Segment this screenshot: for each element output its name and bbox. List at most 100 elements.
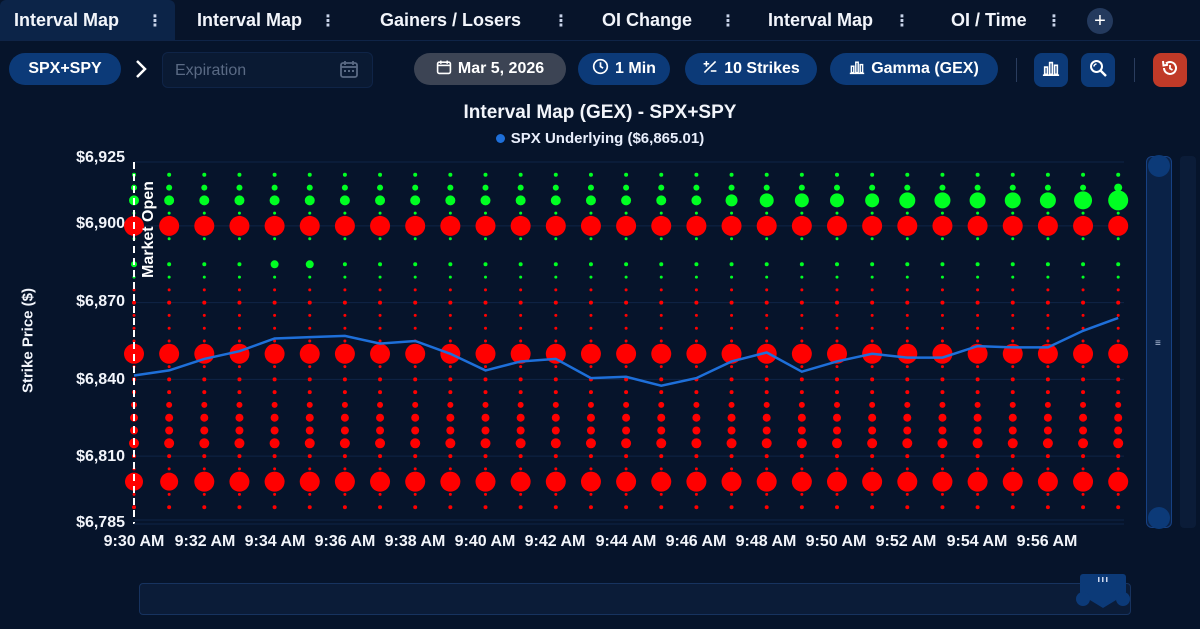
- legend-marker: [495, 134, 505, 143]
- vertical-dots-icon[interactable]: ⋮: [1046, 13, 1062, 30]
- gex-bubble: [448, 505, 453, 510]
- gex-bubble: [554, 365, 558, 369]
- range-top-handle[interactable]: [1148, 155, 1170, 177]
- gex-bubble: [518, 300, 523, 305]
- gex-bubble: [624, 313, 628, 317]
- vertical-dots-icon[interactable]: ⋮: [894, 13, 910, 30]
- gex-bubble: [132, 492, 136, 496]
- gex-bubble: [237, 300, 242, 305]
- gex-bubble: [1044, 184, 1051, 191]
- grip-icon[interactable]: ≡: [1155, 338, 1161, 349]
- metric-selector[interactable]: Gamma (GEX): [830, 53, 998, 85]
- gex-bubble: [1081, 467, 1085, 471]
- expiration-input[interactable]: [173, 59, 337, 83]
- gex-bubble: [342, 390, 347, 395]
- gex-bubble: [1046, 467, 1050, 471]
- gex-bubble: [827, 215, 847, 236]
- interval-selector[interactable]: 1 Min: [578, 53, 670, 85]
- gex-bubble: [413, 454, 418, 459]
- gex-bubble: [764, 390, 769, 395]
- gex-bubble: [1010, 262, 1015, 267]
- gex-bubble: [237, 454, 242, 459]
- gex-bubble: [307, 377, 312, 382]
- gex-bubble: [308, 275, 312, 279]
- gex-bubble: [800, 237, 804, 241]
- gex-bubble: [622, 413, 631, 422]
- gex-bubble: [938, 426, 947, 435]
- gex-bubble: [905, 172, 910, 177]
- tab-interval-map-1[interactable]: Interval Map ⋮: [0, 0, 175, 40]
- vertical-dots-icon[interactable]: ⋮: [553, 13, 569, 30]
- gex-bubble: [1044, 401, 1051, 408]
- gex-bubble: [272, 390, 277, 395]
- range-bottom-handle[interactable]: [1148, 507, 1170, 529]
- gex-bubble: [765, 313, 769, 317]
- gex-bubble: [378, 454, 383, 459]
- vertical-scrollbar[interactable]: [1180, 156, 1196, 528]
- tab-oi-change[interactable]: OI Change ⋮: [588, 0, 748, 40]
- gex-bubble: [586, 413, 595, 422]
- gex-bubble: [229, 471, 250, 492]
- gex-bubble: [519, 365, 523, 369]
- tab-oi-time[interactable]: OI / Time ⋮: [937, 0, 1074, 40]
- gex-bubble: [905, 454, 910, 459]
- gex-bubble: [833, 426, 841, 435]
- tab-interval-map-2[interactable]: Interval Map ⋮: [183, 0, 348, 40]
- chart-type-button[interactable]: [1034, 53, 1068, 87]
- gex-bubble: [976, 467, 980, 471]
- gex-bubble: [659, 313, 663, 317]
- gex-bubble: [484, 467, 487, 471]
- gex-bubble: [932, 471, 953, 492]
- gex-bubble: [376, 426, 385, 435]
- gex-bubble: [445, 438, 456, 449]
- gex-bubble: [940, 339, 944, 343]
- time-range-scrollbar[interactable]: [139, 574, 1131, 615]
- gex-bubble: [545, 471, 566, 492]
- gex-bubble: [299, 215, 320, 236]
- reset-button[interactable]: [1153, 53, 1187, 87]
- symbol-selector[interactable]: SPX+SPY: [9, 53, 121, 85]
- metric-label: Gamma (GEX): [871, 60, 979, 77]
- gex-bubble: [552, 184, 559, 191]
- chart-legend[interactable]: SPX Underlying ($6,865.01): [300, 130, 900, 147]
- vertical-dots-icon[interactable]: ⋮: [147, 13, 163, 30]
- date-selector[interactable]: Mar 5, 2026: [414, 53, 566, 85]
- gex-bubble: [1039, 192, 1056, 209]
- gex-bubble: [868, 426, 877, 435]
- time-range-handle[interactable]: [1076, 574, 1130, 608]
- gex-bubble: [862, 471, 883, 492]
- tab-interval-map-3[interactable]: Interval Map ⋮: [754, 0, 922, 40]
- plus-icon[interactable]: +: [1087, 8, 1113, 34]
- gex-bubble: [1010, 172, 1015, 177]
- gex-bubble: [405, 343, 426, 364]
- gex-bubble: [484, 492, 487, 496]
- strike-range-slider[interactable]: ≡: [1146, 155, 1172, 529]
- gex-bubble: [1116, 505, 1121, 510]
- gex-bubble: [870, 237, 874, 241]
- zoom-button[interactable]: [1081, 53, 1115, 87]
- gex-bubble: [580, 471, 601, 492]
- gex-bubble: [229, 215, 250, 236]
- gex-bubble: [729, 172, 734, 177]
- gex-bubble: [378, 377, 383, 382]
- gex-bubble: [340, 426, 349, 435]
- gex-bubble: [378, 365, 382, 369]
- gex-bubble: [483, 377, 488, 382]
- gex-bubble: [765, 211, 769, 215]
- gex-bubble: [159, 215, 180, 236]
- gex-bubble: [1115, 401, 1122, 408]
- strikes-selector[interactable]: 10 Strikes: [685, 53, 817, 85]
- vertical-dots-icon[interactable]: ⋮: [320, 13, 336, 30]
- gex-bubble: [1080, 401, 1087, 408]
- gex-bubble: [973, 413, 982, 422]
- gex-bubble: [448, 326, 452, 330]
- expiration-field[interactable]: [162, 52, 373, 88]
- calendar-icon[interactable]: [339, 59, 359, 84]
- vertical-dots-icon[interactable]: ⋮: [720, 13, 736, 30]
- gex-bubble: [1116, 326, 1120, 330]
- tab-gainers-losers[interactable]: Gainers / Losers ⋮: [366, 0, 581, 40]
- gex-bubble: [764, 262, 769, 267]
- gex-bubble: [519, 237, 523, 241]
- gex-bubble: [940, 377, 945, 382]
